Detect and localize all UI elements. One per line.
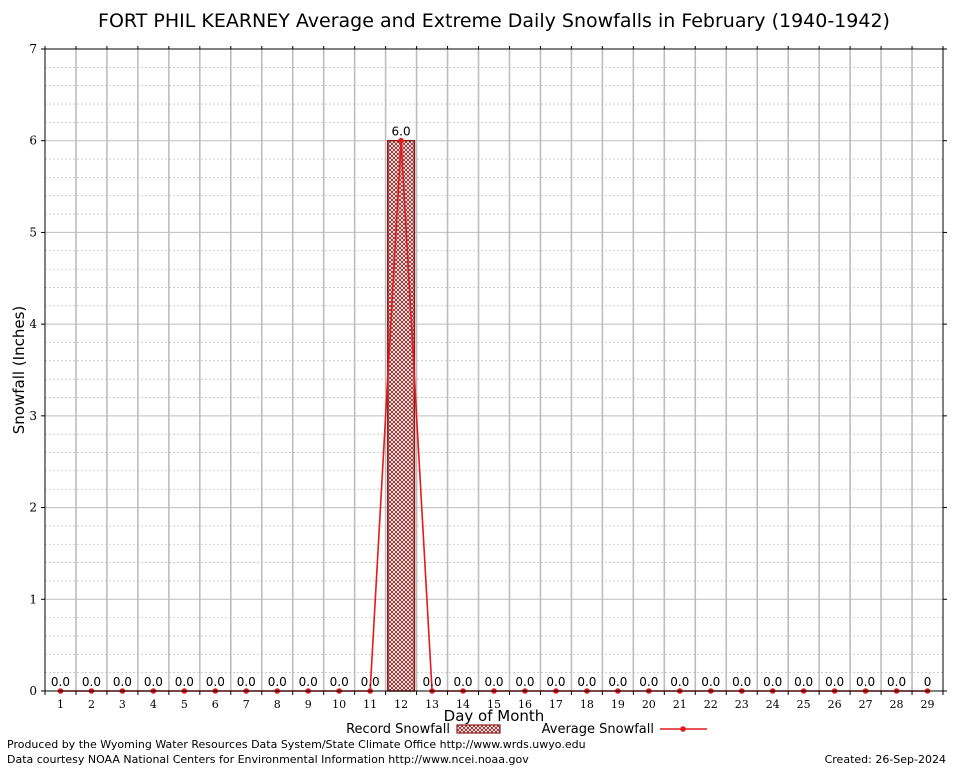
data-label-day-24: 0.0 xyxy=(763,675,782,689)
data-label-day-10: 0.0 xyxy=(330,675,349,689)
data-label-day-26: 0.0 xyxy=(825,675,844,689)
data-label-day-8: 0.0 xyxy=(268,675,287,689)
data-label-day-11: 0.0 xyxy=(361,675,380,689)
data-label-day-6: 0.0 xyxy=(206,675,225,689)
x-tick-label: 26 xyxy=(828,698,842,711)
x-tick-label: 8 xyxy=(274,698,281,711)
data-label-day-25: 0.0 xyxy=(794,675,813,689)
x-tick-label: 13 xyxy=(425,698,439,711)
x-tick-label: 4 xyxy=(150,698,157,711)
legend-record-swatch xyxy=(456,724,501,734)
y-tick-label: 5 xyxy=(29,225,37,239)
x-tick-label: 22 xyxy=(704,698,718,711)
data-label-day-1: 0.0 xyxy=(51,675,70,689)
legend: Record Snowfall Average Snowfall xyxy=(346,722,707,737)
x-tick-label: 29 xyxy=(921,698,935,711)
axes xyxy=(41,46,947,695)
data-label-day-17: 0.0 xyxy=(546,675,565,689)
data-label-day-18: 0.0 xyxy=(577,675,596,689)
y-tick-label: 7 xyxy=(29,42,37,56)
data-label-day-14: 0.0 xyxy=(453,675,472,689)
data-label-day-5: 0.0 xyxy=(175,675,194,689)
legend-average-label: Average Snowfall xyxy=(542,722,654,737)
y-tick-label: 1 xyxy=(29,592,37,606)
x-axis-label: Day of Month xyxy=(444,707,545,725)
x-tick-label: 28 xyxy=(890,698,904,711)
footer-created-date: Created: 26-Sep-2024 xyxy=(824,753,946,766)
x-tick-label: 24 xyxy=(766,698,780,711)
data-label-day-19: 0.0 xyxy=(608,675,627,689)
y-tick-label: 0 xyxy=(29,684,37,698)
x-tick-label: 10 xyxy=(332,698,346,711)
data-label-day-15: 0.0 xyxy=(484,675,503,689)
data-label-day-7: 0.0 xyxy=(237,675,256,689)
x-tick-label: 21 xyxy=(673,698,687,711)
x-tick-label: 2 xyxy=(88,698,95,711)
x-tick-label: 11 xyxy=(363,698,377,711)
y-tick-label: 2 xyxy=(29,501,37,515)
data-label-day-9: 0.0 xyxy=(299,675,318,689)
data-label-day-22: 0.0 xyxy=(701,675,720,689)
x-tick-label: 18 xyxy=(580,698,594,711)
data-label-day-28: 0.0 xyxy=(887,675,906,689)
x-tick-label: 9 xyxy=(305,698,312,711)
data-label-day-21: 0.0 xyxy=(670,675,689,689)
legend-record-label: Record Snowfall xyxy=(346,722,450,737)
y-tick-label: 6 xyxy=(29,134,37,148)
x-tick-label: 1 xyxy=(57,698,64,711)
x-tick-label: 7 xyxy=(243,698,250,711)
x-tick-label: 23 xyxy=(735,698,749,711)
legend-average-marker xyxy=(680,726,686,732)
x-tick-label: 12 xyxy=(394,698,408,711)
grid-lines xyxy=(45,49,943,691)
x-tick-label: 16 xyxy=(518,698,532,711)
x-tick-label: 6 xyxy=(212,698,219,711)
data-labels: 0.0 0.0 0.0 0.0 0.0 0.0 0.0 0.0 0.0 0.0 0.0 6.0 0.0 0… xyxy=(51,125,931,689)
data-label-day-23: 0.0 xyxy=(732,675,751,689)
data-label-day-12: 6.0 xyxy=(392,125,411,139)
footer-data-courtesy: Data courtesy NOAA National Centers for … xyxy=(7,753,529,766)
data-label-day-20: 0.0 xyxy=(639,675,658,689)
x-tick-label: 27 xyxy=(859,698,873,711)
data-label-day-2: 0.0 xyxy=(82,675,101,689)
y-tick-label: 4 xyxy=(29,317,37,331)
x-tick-label: 19 xyxy=(611,698,625,711)
x-tick-label: 15 xyxy=(487,698,501,711)
data-label-day-29: 0 xyxy=(924,675,932,689)
x-tick-label: 20 xyxy=(642,698,656,711)
data-label-day-3: 0.0 xyxy=(113,675,132,689)
x-tick-label: 25 xyxy=(797,698,811,711)
chart-title: FORT PHIL KEARNEY Average and Extreme Da… xyxy=(98,10,890,32)
x-tick-label: 17 xyxy=(549,698,563,711)
data-label-day-13: 0.0 xyxy=(423,675,442,689)
plot-frame xyxy=(44,48,944,692)
x-tick-label: 14 xyxy=(456,698,470,711)
footer-produced-by: Produced by the Wyoming Water Resources … xyxy=(7,738,586,751)
y-tick-label: 3 xyxy=(29,409,37,423)
y-axis-label: Snowfall (Inches) xyxy=(10,306,28,434)
x-tick-label: 3 xyxy=(119,698,126,711)
bars xyxy=(387,139,416,692)
average-point-day-12 xyxy=(398,137,404,144)
x-tick-label: 5 xyxy=(181,698,188,711)
data-label-day-16: 0.0 xyxy=(515,675,534,689)
data-label-day-27: 0.0 xyxy=(856,675,875,689)
record-bar-day-12 xyxy=(387,139,416,692)
data-label-day-4: 0.0 xyxy=(144,675,163,689)
